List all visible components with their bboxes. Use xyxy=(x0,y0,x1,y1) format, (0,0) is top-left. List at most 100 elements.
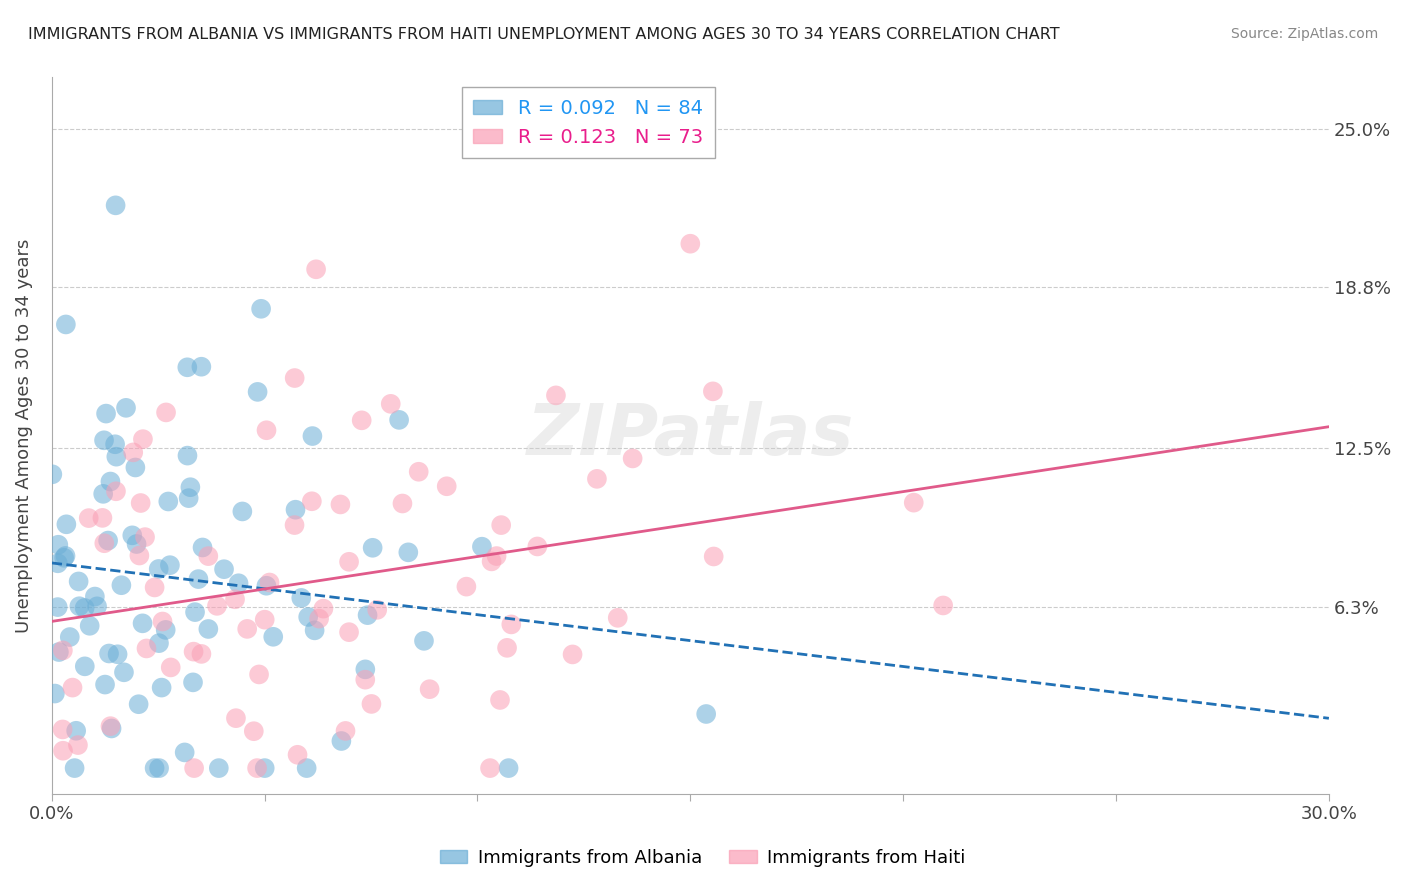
Immigrants from Haiti xyxy=(586,472,609,486)
Immigrants from Haiti xyxy=(606,611,628,625)
Immigrants from Albania xyxy=(73,601,96,615)
Immigrants from Haiti xyxy=(246,761,269,775)
Immigrants from Albania xyxy=(46,557,69,571)
Immigrants from Haiti xyxy=(308,612,330,626)
Immigrants from Haiti xyxy=(489,518,512,533)
Immigrants from Haiti xyxy=(350,413,373,427)
Immigrants from Albania xyxy=(67,574,90,589)
Immigrants from Haiti xyxy=(679,236,702,251)
Immigrants from Albania xyxy=(290,591,312,605)
Immigrants from Haiti xyxy=(312,601,335,615)
Immigrants from Haiti xyxy=(287,747,309,762)
Immigrants from Albania xyxy=(59,630,82,644)
Immigrants from Haiti xyxy=(152,615,174,629)
Immigrants from Haiti xyxy=(122,445,145,459)
Immigrants from Albania xyxy=(148,761,170,775)
Immigrants from Haiti xyxy=(135,641,157,656)
Immigrants from Haiti xyxy=(489,693,512,707)
Immigrants from Haiti xyxy=(259,575,281,590)
Immigrants from Haiti xyxy=(544,388,567,402)
Immigrants from Haiti xyxy=(456,580,478,594)
Immigrants from Albania xyxy=(246,384,269,399)
Immigrants from Albania xyxy=(94,407,117,421)
Immigrants from Albania xyxy=(105,450,128,464)
Immigrants from Albania xyxy=(91,487,114,501)
Immigrants from Haiti xyxy=(408,465,430,479)
Immigrants from Albania xyxy=(86,599,108,614)
Immigrants from Haiti xyxy=(561,648,583,662)
Immigrants from Haiti xyxy=(243,724,266,739)
Immigrants from Haiti xyxy=(932,599,955,613)
Immigrants from Albania xyxy=(250,301,273,316)
Immigrants from Albania xyxy=(157,494,180,508)
Immigrants from Albania xyxy=(197,622,219,636)
Immigrants from Haiti xyxy=(391,496,413,510)
Immigrants from Haiti xyxy=(52,643,75,657)
Immigrants from Albania xyxy=(100,722,122,736)
Immigrants from Albania xyxy=(48,645,70,659)
Immigrants from Albania xyxy=(330,734,353,748)
Text: IMMIGRANTS FROM ALBANIA VS IMMIGRANTS FROM HAITI UNEMPLOYMENT AMONG AGES 30 TO 3: IMMIGRANTS FROM ALBANIA VS IMMIGRANTS FR… xyxy=(28,27,1060,42)
Immigrants from Haiti xyxy=(197,549,219,563)
Immigrants from Haiti xyxy=(283,518,305,533)
Immigrants from Albania xyxy=(93,434,115,448)
Immigrants from Haiti xyxy=(77,511,100,525)
Immigrants from Haiti xyxy=(526,540,548,554)
Immigrants from Albania xyxy=(100,475,122,489)
Immigrants from Albania xyxy=(67,599,90,614)
Immigrants from Haiti xyxy=(284,371,307,385)
Immigrants from Albania xyxy=(187,572,209,586)
Immigrants from Haiti xyxy=(479,761,502,775)
Immigrants from Albania xyxy=(41,467,63,482)
Immigrants from Haiti xyxy=(183,645,205,659)
Immigrants from Albania xyxy=(231,504,253,518)
Immigrants from Haiti xyxy=(436,479,458,493)
Immigrants from Albania xyxy=(301,429,323,443)
Immigrants from Albania xyxy=(396,545,419,559)
Immigrants from Albania xyxy=(228,576,250,591)
Immigrants from Albania xyxy=(104,198,127,212)
Immigrants from Albania xyxy=(361,541,384,555)
Immigrants from Albania xyxy=(176,360,198,375)
Immigrants from Haiti xyxy=(354,673,377,687)
Immigrants from Albania xyxy=(181,675,204,690)
Immigrants from Albania xyxy=(97,533,120,548)
Immigrants from Albania xyxy=(55,517,77,532)
Immigrants from Haiti xyxy=(52,723,75,737)
Immigrants from Haiti xyxy=(337,555,360,569)
Immigrants from Albania xyxy=(498,761,520,775)
Immigrants from Albania xyxy=(388,413,411,427)
Immigrants from Albania xyxy=(53,550,76,565)
Immigrants from Albania xyxy=(98,647,121,661)
Immigrants from Haiti xyxy=(621,451,644,466)
Immigrants from Albania xyxy=(295,761,318,775)
Immigrants from Albania xyxy=(83,590,105,604)
Immigrants from Albania xyxy=(148,562,170,576)
Immigrants from Haiti xyxy=(155,405,177,419)
Immigrants from Haiti xyxy=(100,719,122,733)
Text: Source: ZipAtlas.com: Source: ZipAtlas.com xyxy=(1230,27,1378,41)
Immigrants from Albania xyxy=(65,723,87,738)
Immigrants from Haiti xyxy=(337,625,360,640)
Immigrants from Albania xyxy=(79,619,101,633)
Immigrants from Haiti xyxy=(159,660,181,674)
Immigrants from Albania xyxy=(297,610,319,624)
Immigrants from Albania xyxy=(155,623,177,637)
Immigrants from Albania xyxy=(94,677,117,691)
Immigrants from Albania xyxy=(125,537,148,551)
Immigrants from Albania xyxy=(208,761,231,775)
Y-axis label: Unemployment Among Ages 30 to 34 years: Unemployment Among Ages 30 to 34 years xyxy=(15,238,32,632)
Immigrants from Haiti xyxy=(481,554,503,568)
Immigrants from Haiti xyxy=(703,549,725,564)
Immigrants from Albania xyxy=(212,562,235,576)
Immigrants from Haiti xyxy=(205,599,228,613)
Immigrants from Albania xyxy=(695,706,717,721)
Immigrants from Haiti xyxy=(247,667,270,681)
Immigrants from Haiti xyxy=(419,682,441,697)
Immigrants from Albania xyxy=(55,318,77,332)
Immigrants from Albania xyxy=(63,761,86,775)
Immigrants from Haiti xyxy=(104,484,127,499)
Immigrants from Haiti xyxy=(128,549,150,563)
Immigrants from Haiti xyxy=(134,530,156,544)
Immigrants from Albania xyxy=(471,540,494,554)
